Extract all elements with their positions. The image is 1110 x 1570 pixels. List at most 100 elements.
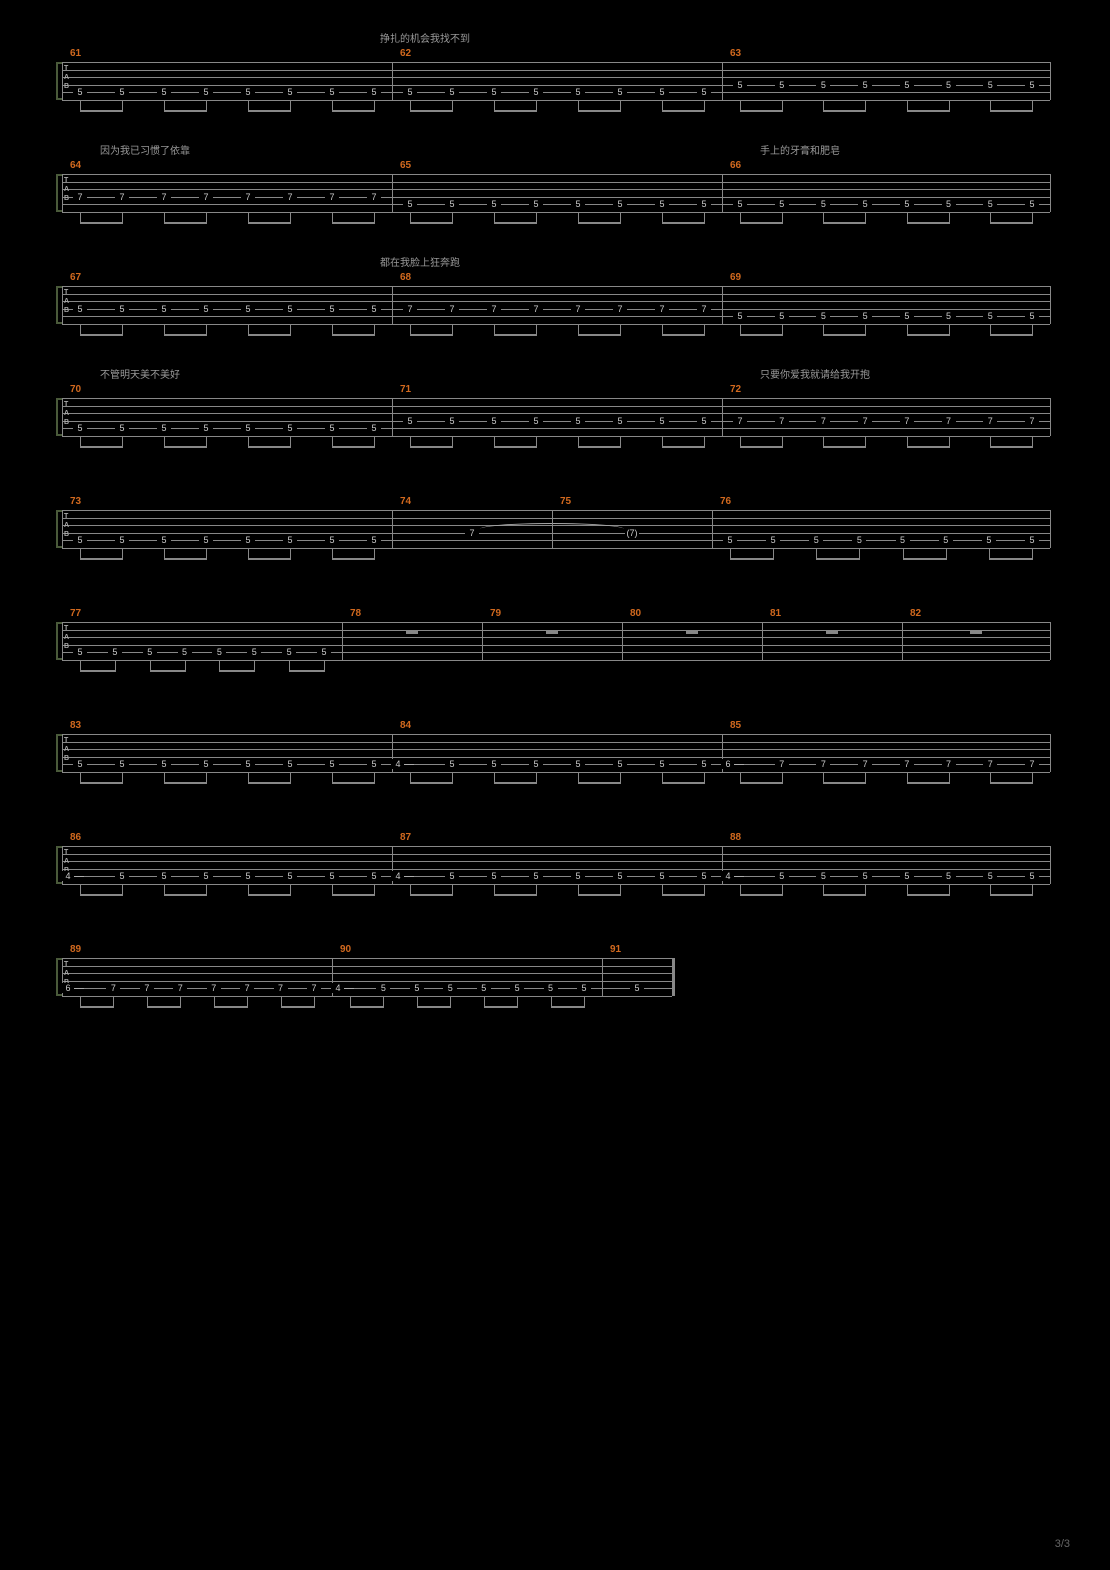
beam [219,670,255,672]
note-stem [536,884,537,894]
note-stem [865,772,866,782]
note-stem [115,660,116,670]
measure-number: 76 [720,496,731,507]
beam [164,558,207,560]
note-stem [578,772,579,782]
beam [823,222,866,224]
fret-number: 5 [983,311,997,321]
slide-line [74,988,84,989]
beam [907,222,950,224]
fret-number: 5 [900,311,914,321]
note-stem [865,436,866,446]
fret-number: 7 [816,416,830,426]
lyric-row [40,702,1070,718]
fret-number: 5 [697,416,711,426]
slide-line [404,764,414,765]
beam [494,222,537,224]
beam [80,670,116,672]
measure-number: 82 [910,608,921,619]
note-stem [417,996,418,1006]
note-stem [949,324,950,334]
note-stem [206,772,207,782]
note-stem [332,100,333,110]
note-stem [122,548,123,558]
note-stem [949,884,950,894]
note-stem [949,772,950,782]
note-stem [536,324,537,334]
note-stem [740,324,741,334]
fret-number: 5 [655,759,669,769]
note-stem [704,884,705,894]
note-stem [332,772,333,782]
note-stem [1032,436,1033,446]
note-stem [536,212,537,222]
fret-number: 7 [733,416,747,426]
fret-number: 7 [140,983,154,993]
note-stem [782,324,783,334]
fret-number: 5 [143,647,157,657]
fret-number: 5 [942,80,956,90]
beam [332,446,375,448]
fret-number: 5 [367,423,381,433]
fret-number: 7 [1025,759,1039,769]
lyric-text: 只要你爱我就请给我开抱 [760,366,870,381]
beam [662,334,705,336]
beam [551,1006,585,1008]
fret-number: 5 [733,199,747,209]
note-stem [494,772,495,782]
fret-number: 5 [325,423,339,433]
fret-number: 5 [697,871,711,881]
note-stem [620,884,621,894]
measure-number: 61 [70,48,81,59]
slide-line [344,988,354,989]
fret-number: 5 [241,423,255,433]
note-stem [122,436,123,446]
fret-number: 7 [900,759,914,769]
note-stem [907,884,908,894]
note-stem [578,212,579,222]
note-stem [823,100,824,110]
fret-number: 5 [487,199,501,209]
note-stem [113,996,114,1006]
staff: TAB555555555555555577777777 [40,398,1070,450]
fret-number: 5 [73,647,87,657]
note-stem [452,436,453,446]
beam [332,222,375,224]
beam [410,222,453,224]
note-stem [903,548,904,558]
fret-number: 4 [61,871,75,881]
staff: TAB777777775555555555555555 [40,174,1070,226]
measure-num-row: 868788 [40,832,1070,846]
tab-clef: TAB [64,64,69,91]
fret-number: 5 [613,199,627,209]
beam [578,222,621,224]
fret-number: 7 [816,759,830,769]
note-stem [494,100,495,110]
fret-number: 5 [655,416,669,426]
note-stem [740,212,741,222]
fret-number: 5 [529,199,543,209]
fret-number: 5 [445,416,459,426]
note-stem [350,996,351,1006]
note-stem [517,996,518,1006]
beam [289,670,325,672]
beam [823,782,866,784]
fret-number: 7 [983,416,997,426]
fret-number: 5 [983,80,997,90]
measure-number: 81 [770,608,781,619]
fret-number: 5 [529,87,543,97]
fret-number: 7 [983,759,997,769]
note-stem [740,884,741,894]
note-stem [290,884,291,894]
note-stem [122,772,123,782]
note-stem [859,548,860,558]
beam [662,222,705,224]
note-stem [206,212,207,222]
measure-number: 74 [400,496,411,507]
fret-number: 5 [775,311,789,321]
note-stem [80,212,81,222]
note-stem [80,324,81,334]
fret-number: 7 [697,304,711,314]
fret-number: 5 [325,535,339,545]
fret-number: 7 [775,759,789,769]
